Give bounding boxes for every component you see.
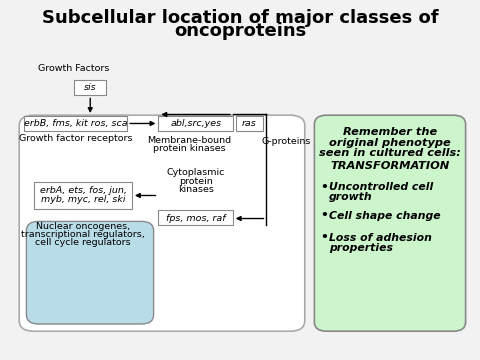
Text: sis: sis	[84, 83, 96, 92]
Text: fps, mos, raf: fps, mos, raf	[166, 214, 226, 223]
Text: erbB, fms, kit ros, sca: erbB, fms, kit ros, sca	[24, 119, 127, 128]
Bar	[158, 116, 233, 131]
Text: Cell shape change: Cell shape change	[329, 211, 441, 221]
Text: transcriptional regulators,: transcriptional regulators,	[21, 230, 145, 239]
Bar	[236, 116, 263, 131]
FancyBboxPatch shape	[314, 115, 466, 331]
Text: •: •	[321, 231, 328, 244]
Text: protein: protein	[179, 177, 213, 186]
Text: properties: properties	[329, 243, 393, 253]
Text: protein kinases: protein kinases	[153, 144, 226, 153]
Bar	[74, 80, 106, 95]
Text: Nuclear oncogenes,: Nuclear oncogenes,	[36, 222, 130, 231]
Text: myb, myc, rel, ski: myb, myc, rel, ski	[41, 194, 125, 203]
Text: Membrane-bound: Membrane-bound	[147, 136, 232, 145]
Text: Subcellular location of major classes of: Subcellular location of major classes of	[42, 9, 438, 27]
Text: Loss of adhesion: Loss of adhesion	[329, 233, 432, 243]
Text: TRANSFORMATION: TRANSFORMATION	[330, 161, 449, 171]
Text: Cytoplasmic: Cytoplasmic	[167, 168, 225, 177]
Text: kinases: kinases	[178, 185, 214, 194]
Text: original phenotype: original phenotype	[329, 138, 451, 148]
Text: Remember the: Remember the	[343, 127, 437, 138]
Text: seen in cultured cells:: seen in cultured cells:	[319, 148, 461, 158]
Text: abl,src,yes: abl,src,yes	[170, 119, 221, 128]
Text: •: •	[321, 210, 328, 222]
Text: growth: growth	[329, 192, 372, 202]
Text: erbA, ets, fos, jun,: erbA, ets, fos, jun,	[40, 186, 126, 195]
FancyBboxPatch shape	[19, 115, 305, 331]
Text: Uncontrolled cell: Uncontrolled cell	[329, 182, 433, 192]
Text: G-proteins: G-proteins	[262, 136, 311, 145]
Text: Growth Factors: Growth Factors	[38, 64, 110, 73]
Text: ras: ras	[242, 119, 256, 128]
Text: Growth factor receptors: Growth factor receptors	[19, 134, 132, 143]
Bar	[24, 116, 127, 131]
Bar	[34, 182, 132, 209]
Text: •: •	[321, 181, 328, 194]
FancyBboxPatch shape	[26, 221, 154, 324]
Bar	[158, 210, 233, 225]
Text: cell cycle regulators: cell cycle regulators	[35, 238, 131, 247]
Text: oncoproteins: oncoproteins	[174, 22, 306, 40]
